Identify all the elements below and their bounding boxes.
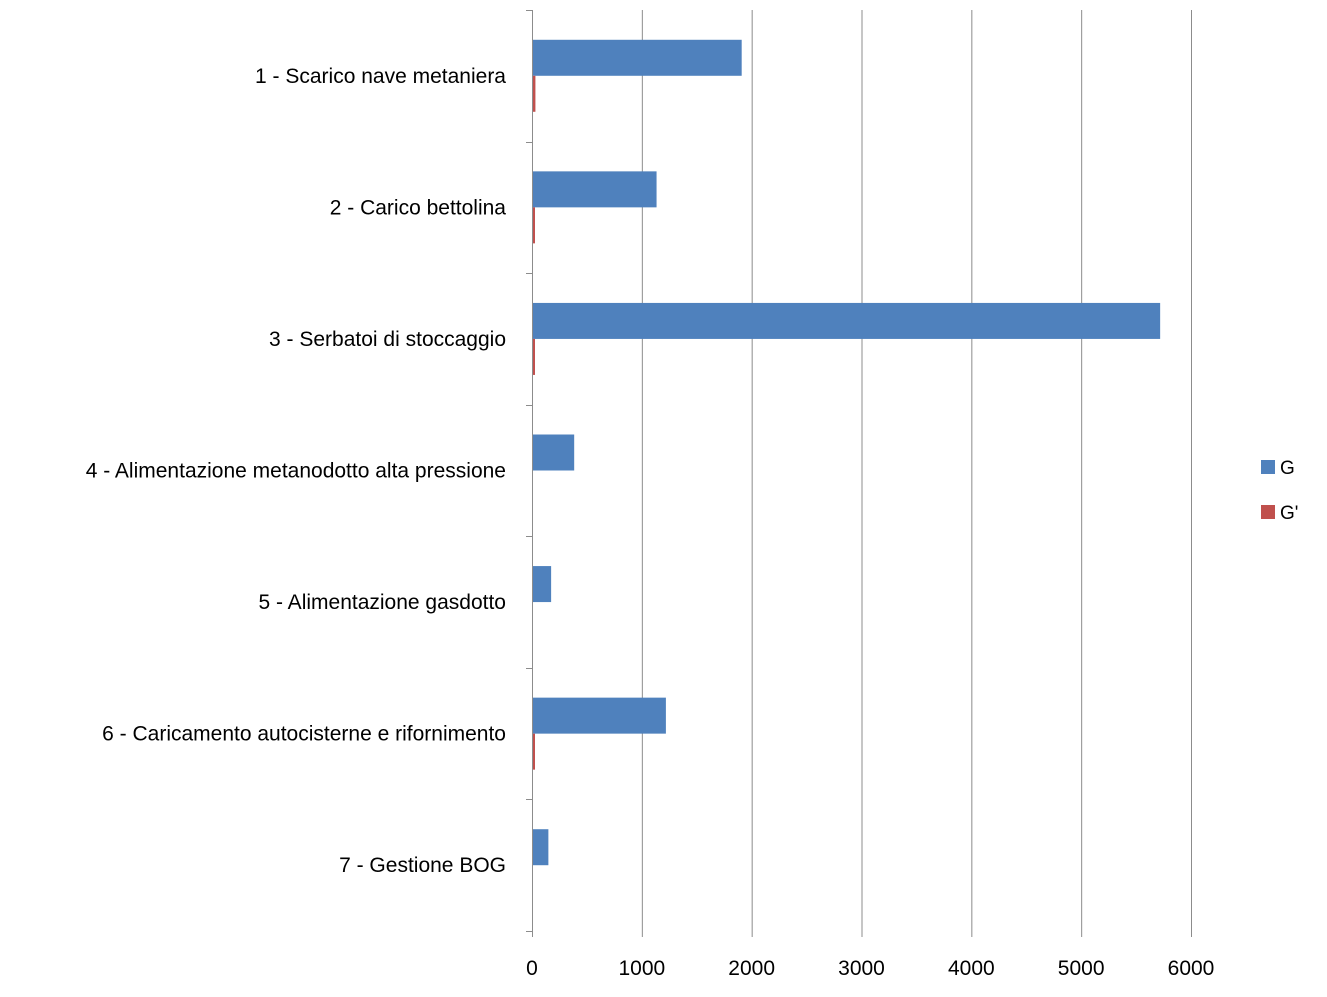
x-tick-label-3: 3000: [838, 957, 885, 980]
category-label-2: 2 - Carico bettolina: [330, 196, 507, 219]
bar-g-prime-2: [533, 207, 535, 244]
legend-swatch-g-prime: [1261, 505, 1275, 519]
category-label-5: 5 - Alimentazione gasdotto: [259, 591, 507, 614]
bar-g-4: [533, 434, 575, 471]
x-tick-label-2: 2000: [728, 957, 775, 980]
category-label-6: 6 - Caricamento autocisterne e rifornime…: [102, 723, 506, 746]
bar-g-5: [533, 566, 552, 603]
legend-label-g: G: [1280, 458, 1295, 479]
x-tick-label-1: 1000: [618, 957, 665, 980]
legend: G G': [1261, 458, 1298, 524]
x-tick-label-6: 6000: [1168, 957, 1215, 980]
category-label-4: 4 - Alimentazione metanodotto alta press…: [86, 460, 506, 483]
gridlines: [641, 10, 1192, 931]
legend-label-g-prime: G': [1280, 503, 1298, 524]
bar-g-prime-1: [533, 75, 536, 112]
category-labels: 1 - Scarico nave metaniera 2 - Carico bet…: [86, 65, 507, 877]
bar-g-6: [533, 697, 666, 734]
bars: [533, 39, 1161, 866]
bar-g-3: [533, 302, 1161, 339]
bar-g-2: [533, 171, 657, 208]
bar-g-7: [533, 829, 549, 866]
category-label-1: 1 - Scarico nave metaniera: [255, 65, 506, 88]
axes: [526, 10, 1192, 937]
x-tick-labels: 0 1000 2000 3000 4000 5000 6000: [526, 957, 1214, 980]
x-tick-label-0: 0: [526, 957, 538, 980]
bar-g-prime-6: [533, 733, 535, 770]
x-tick-label-4: 4000: [948, 957, 995, 980]
x-tick-label-5: 5000: [1058, 957, 1105, 980]
legend-swatch-g: [1261, 460, 1275, 474]
category-label-3: 3 - Serbatoi di stoccaggio: [269, 328, 506, 351]
bar-g-1: [533, 39, 742, 76]
category-label-7: 7 - Gestione BOG: [339, 854, 506, 877]
bar-g-prime-3: [533, 338, 535, 375]
